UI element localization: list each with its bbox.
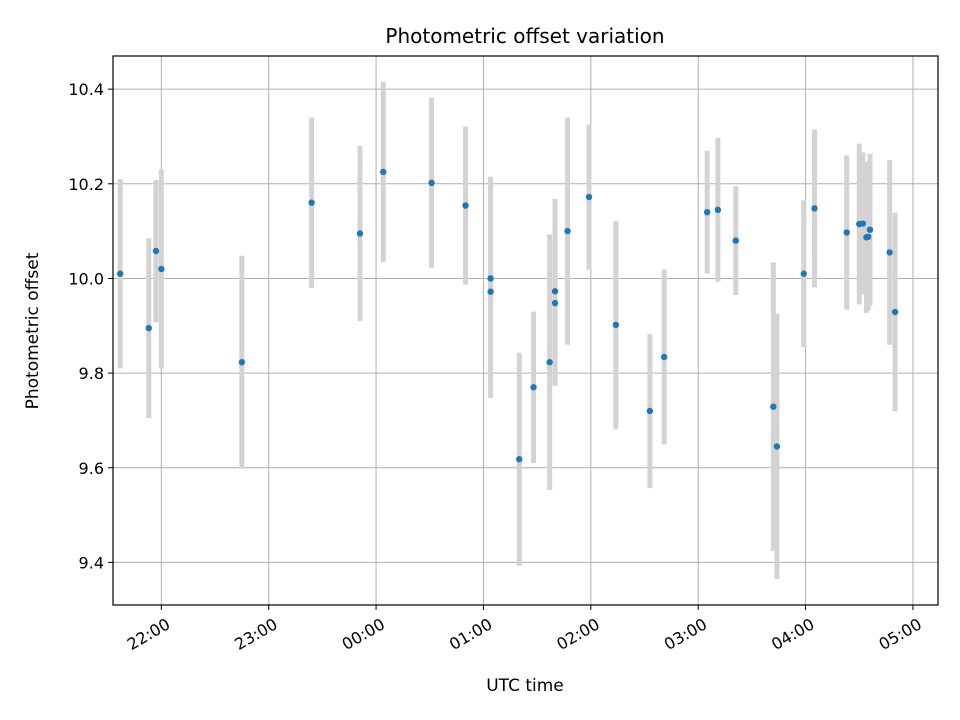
data-point: [843, 229, 850, 236]
data-point: [646, 407, 654, 415]
data-point: [564, 227, 571, 235]
data-point: [152, 247, 160, 255]
data-point: [551, 288, 559, 295]
data-point: [585, 193, 593, 201]
data-point: [732, 237, 739, 244]
data-point: [116, 270, 124, 277]
data-points: [116, 168, 899, 463]
data-point: [487, 275, 494, 282]
data-point: [811, 205, 818, 212]
chart-title: Photometric offset variation: [385, 24, 664, 48]
data-point: [356, 230, 364, 237]
data-point: [859, 220, 867, 227]
y-tick-label: 9.8: [79, 364, 104, 383]
x-axis-label: UTC time: [486, 676, 564, 696]
data-point: [773, 443, 781, 450]
y-tick-label: 10.2: [68, 175, 104, 194]
data-point: [308, 199, 315, 206]
plot-frame: [112, 55, 939, 606]
data-point: [551, 299, 559, 307]
data-point: [158, 265, 165, 273]
data-point: [145, 324, 152, 332]
data-point: [886, 249, 893, 256]
data-point: [428, 179, 435, 187]
grid: [113, 56, 938, 605]
data-point: [703, 208, 711, 216]
data-point: [516, 456, 523, 463]
data-point: [660, 353, 668, 361]
data-point: [891, 308, 899, 316]
data-point: [770, 403, 777, 410]
data-point: [800, 270, 807, 277]
y-tick-label: 10.0: [68, 269, 104, 288]
data-point: [866, 226, 874, 233]
y-axis: 9.4 9.6 9.8 10.0 10.2 10.4: [68, 80, 113, 572]
data-point: [487, 288, 494, 295]
y-axis-label: Photometric offset: [23, 252, 43, 409]
y-tick-label: 10.4: [68, 80, 104, 99]
data-point: [865, 233, 872, 240]
data-point: [530, 384, 537, 391]
data-point: [714, 206, 722, 214]
data-point: [546, 359, 553, 366]
data-point: [238, 359, 246, 366]
data-point: [380, 168, 387, 176]
y-tick-label: 9.6: [79, 459, 104, 478]
data-point: [612, 321, 620, 329]
data-point: [462, 202, 469, 209]
y-tick-label: 9.4: [79, 553, 104, 572]
